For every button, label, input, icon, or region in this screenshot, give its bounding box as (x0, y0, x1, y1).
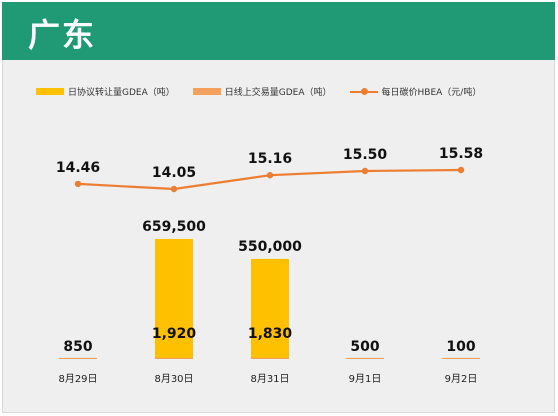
bar-agreement-1 (155, 239, 193, 359)
bar-online-label-1: 1,920 (152, 326, 197, 342)
legend-label-price: 每日碳价HBEA（元/吨） (381, 87, 482, 98)
price-point-2 (266, 172, 274, 179)
bar-online-3 (346, 357, 384, 359)
bar-online-1 (155, 357, 193, 359)
legend-item-price: 每日碳价HBEA（元/吨） (349, 85, 482, 98)
x-tick-label-2: 8月31日 (250, 373, 289, 385)
bar-online-4 (442, 357, 480, 359)
x-tick-label-0: 8月29日 (58, 373, 97, 385)
bar-agreement-label-0: 850 (63, 339, 92, 355)
legend-swatch-online (192, 87, 221, 95)
bar-online-2 (251, 357, 289, 359)
chart-legend: 日协议转让量GDEA（吨） 日线上交易量GDEA（吨） 每日碳价HBEA（元/吨… (36, 84, 499, 98)
x-tick-label-1: 8月30日 (154, 373, 193, 385)
page-title: 广东 (28, 16, 97, 54)
price-label-2: 15.16 (248, 151, 292, 167)
price-point-0 (74, 180, 82, 188)
price-label-0: 14.46 (56, 160, 100, 176)
price-point-4 (457, 166, 465, 174)
bar-agreement-label-4: 100 (446, 339, 475, 355)
bar-agreement-label-2: 550,000 (238, 239, 302, 255)
price-point-3 (361, 167, 369, 175)
price-label-1: 14.05 (152, 165, 196, 181)
bar-online-0 (59, 357, 97, 359)
legend-label-agreement: 日协议转让量GDEA（吨） (68, 87, 175, 98)
legend-swatch-agreement (36, 87, 64, 95)
legend-item-online: 日线上交易量GDEA（吨） (192, 85, 332, 98)
bar-agreement-2 (251, 258, 289, 359)
legend-swatch-price (349, 87, 378, 96)
price-point-1 (170, 185, 178, 193)
bar-agreement-label-1: 659,500 (142, 219, 206, 235)
price-label-4: 15.58 (439, 146, 483, 162)
header-banner: 广东 (2, 2, 555, 60)
bar-online-label-2: 1,830 (248, 326, 293, 342)
legend-item-agreement: 日协议转让量GDEA（吨） (36, 85, 175, 98)
price-label-3: 15.50 (343, 147, 388, 163)
x-tick-label-3: 9月1日 (349, 373, 382, 385)
x-tick-label-4: 9月2日 (445, 373, 478, 385)
bar-agreement-label-3: 500 (350, 339, 379, 355)
legend-label-online: 日线上交易量GDEA（吨） (224, 87, 332, 98)
